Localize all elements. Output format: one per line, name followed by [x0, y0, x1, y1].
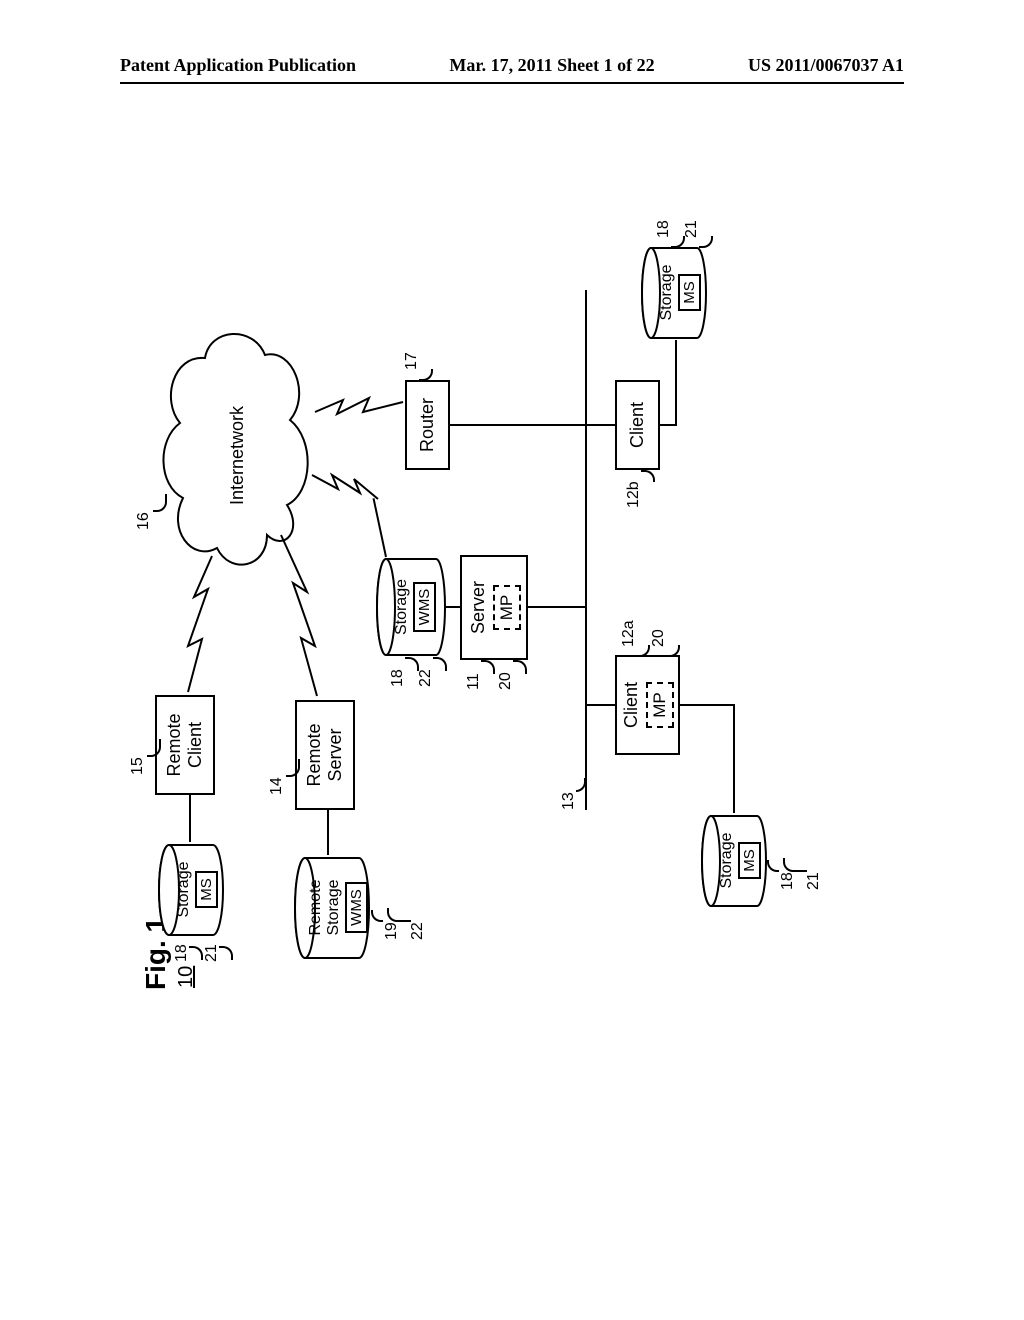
header-rule [120, 82, 904, 84]
remote-storage-wms: WMS [345, 882, 368, 933]
ref-14: 14 [268, 777, 286, 795]
client-b-box: Client [615, 380, 660, 470]
ref-21-c: 21 [805, 872, 823, 890]
storage-server: Storage WMS [375, 557, 447, 657]
line-client-b-bus [585, 424, 615, 426]
client-b-label: Client [627, 402, 648, 448]
ref-13: 13 [560, 792, 578, 810]
router-box: Router [405, 380, 450, 470]
storage-ca-label: Storage [718, 813, 736, 908]
line-ca-down [680, 704, 734, 706]
storage-cb-label: Storage [658, 245, 676, 340]
line-server-storage [446, 606, 460, 608]
remote-client-label: Remote Client [164, 713, 206, 776]
hook-19 [371, 910, 383, 922]
hook-22b [433, 657, 447, 671]
client-a-box: Client MP [615, 655, 680, 755]
ref-22-b: 22 [417, 669, 435, 687]
ref-11: 11 [465, 673, 483, 690]
header-left: Patent Application Publication [120, 55, 356, 76]
hook-11 [481, 660, 495, 674]
line-cb-right [675, 340, 677, 426]
page-header: Patent Application Publication Mar. 17, … [0, 55, 1024, 76]
server-label: Server [468, 581, 489, 634]
lightning-rs [275, 533, 338, 698]
internetwork-label: Internetwork [227, 406, 248, 505]
ref-15: 15 [129, 757, 147, 775]
storage-client-b: Storage MS [640, 245, 708, 340]
hook-21c [783, 858, 807, 872]
ref-18-c: 18 [779, 872, 797, 890]
line-cloud-storage [373, 498, 387, 557]
line-rs-storage [327, 810, 329, 855]
figure-number: 10 [175, 966, 198, 988]
ref-17: 17 [403, 352, 421, 370]
ref-20-a: 20 [497, 672, 515, 690]
server-box: Server MP [460, 555, 528, 660]
storage-server-wms: WMS [413, 582, 436, 633]
ref-12a: 12a [620, 620, 638, 647]
line-server-bus [528, 606, 585, 608]
ref-12b: 12b [625, 481, 643, 508]
hook-18c [767, 860, 779, 872]
lightning-server [310, 445, 385, 505]
storage-rc-ms: MS [195, 871, 218, 908]
header-right: US 2011/0067037 A1 [748, 55, 904, 76]
storage-ca-ms: MS [738, 842, 761, 879]
storage-server-label: Storage [393, 557, 411, 657]
line-cb-down [660, 424, 675, 426]
line-rc-storage [189, 795, 191, 842]
ref-16: 16 [135, 512, 153, 530]
remote-server-box: Remote Server [295, 700, 355, 810]
ref-19: 19 [383, 922, 401, 940]
hook-22a [387, 908, 411, 922]
ref-18-b: 18 [389, 669, 407, 687]
line-client-a-bus [585, 704, 615, 706]
storage-rc-label: Storage [175, 842, 193, 937]
lightning-rc [180, 554, 235, 694]
hook-20a [513, 660, 527, 674]
remote-server-label: Remote Server [304, 723, 346, 786]
storage-rc: Storage MS [157, 842, 225, 937]
router-label: Router [417, 398, 438, 452]
ref-22-a: 22 [409, 922, 427, 940]
client-a-mp: MP [646, 682, 674, 728]
remote-storage: Remote Storage WMS [293, 855, 371, 960]
hook-21d [699, 236, 713, 248]
client-a-label: Client [621, 682, 642, 728]
hook-21a [219, 946, 233, 960]
storage-cb-ms: MS [678, 274, 701, 311]
lightning-router [313, 382, 410, 432]
storage-client-a: Storage MS [700, 813, 768, 908]
hook-18a [189, 946, 203, 960]
header-center: Mar. 17, 2011 Sheet 1 of 22 [449, 55, 654, 76]
server-mp: MP [493, 585, 521, 631]
line-router-bus [450, 424, 585, 426]
line-ca-left [733, 704, 735, 813]
remote-client-box: Remote Client [155, 695, 215, 795]
hook-12b [641, 470, 655, 482]
remote-storage-label: Remote Storage [307, 855, 343, 960]
bus-line [585, 290, 587, 810]
network-diagram: Internetwork 16 Remote Client 15 Storage… [165, 270, 945, 950]
